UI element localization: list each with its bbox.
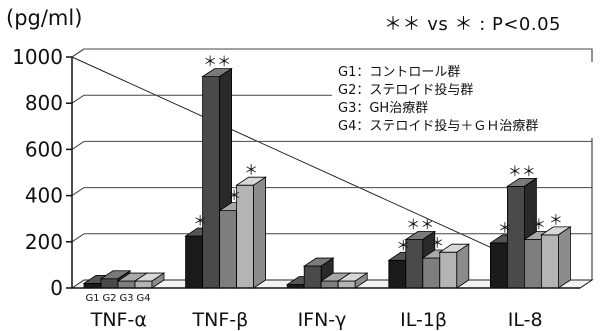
significance-mark: ＊ [549, 213, 563, 229]
significance-mark: ＊＊ [406, 217, 434, 233]
bar-2-2 [320, 280, 339, 289]
bars [82, 67, 572, 289]
significance-mark: ＊＊ [203, 55, 231, 71]
x-category-label: TNF-α [90, 309, 147, 331]
significance-mark: ＊ [193, 214, 207, 230]
bar-0-1 [100, 278, 119, 289]
significance-mark: ＊ [498, 221, 512, 237]
y-tick-label: 800 [25, 91, 63, 115]
legend-item-g1: G1：コントロール群 [338, 65, 461, 80]
gridline-side [71, 48, 85, 58]
bar-side-0-3 [151, 272, 165, 289]
legend: G1：コントロール群 G2：ステロイド投与群 G3：GH治療群 G4：ステロイド… [332, 62, 606, 138]
significance-marks: ＊＊＊＊＊＊＊＊＊＊＊＊＊＊ [193, 55, 563, 255]
significance-mark: ＊ [244, 163, 258, 179]
x-axis: TNF-α TNF-β IFN-γ IL-1β IL-8 G1 G2 G3 G4 [72, 287, 580, 331]
gridline-side [71, 233, 85, 243]
significance-note: ＊＊ vs ＊ : P<0.05 [384, 14, 561, 35]
bar-3-2 [422, 257, 441, 289]
bar-4-0 [489, 242, 508, 289]
y-tick-label: 600 [25, 137, 63, 161]
bar-side-2-3 [354, 272, 368, 289]
y-tick-label: 0 [50, 276, 63, 300]
significance-mark: ＊ [227, 189, 241, 205]
gridline-side [71, 94, 85, 104]
x-category-label: IL-1β [400, 309, 447, 331]
bar-1-2 [219, 210, 238, 289]
bar-4-1 [506, 185, 525, 289]
y-tick-label: 400 [25, 184, 63, 208]
y-tick-label: 1000 [12, 45, 63, 69]
bar-3-3 [439, 251, 458, 289]
bar-side-3-3 [456, 243, 470, 289]
y-tick-label: 200 [25, 230, 63, 254]
bar-2-3 [337, 280, 356, 289]
x-group-label: G1 [85, 293, 99, 304]
bar-4-2 [524, 239, 542, 289]
legend-item-g2: G2：ステロイド投与群 [338, 83, 474, 98]
bar-side-1-3 [253, 176, 266, 289]
bar-0-2 [117, 280, 136, 289]
significance-mark: ＊ [396, 238, 410, 254]
bar-4-3 [541, 234, 559, 289]
significance-mark: ＊＊ [508, 164, 536, 180]
bar-2-1 [303, 265, 322, 289]
x-group-label: G4 [136, 293, 150, 304]
bar-3-0 [388, 259, 407, 289]
gridline-side [71, 187, 85, 197]
y-unit-label: (pg/ml) [6, 6, 83, 30]
gridline-side [71, 140, 85, 150]
bar-1-0 [185, 235, 204, 289]
y-axis: 0 200 400 600 800 1000 [12, 45, 73, 300]
bar-0-3 [134, 280, 153, 289]
bar-1-1 [202, 76, 221, 289]
legend-item-g4: G4：ステロイド投与＋ＧＨ治療群 [338, 119, 539, 134]
significance-mark: ＊ [532, 217, 546, 233]
x-category-label: IFN-γ [298, 309, 347, 331]
legend-item-g3: G3：GH治療群 [338, 101, 429, 116]
x-category-label: IL-8 [508, 309, 543, 331]
bar-side-4-3 [558, 226, 571, 289]
x-category-label: TNF-β [192, 309, 249, 331]
x-group-label: G2 [102, 293, 116, 304]
x-group-label: G3 [119, 293, 133, 304]
significance-mark: ＊ [430, 236, 444, 252]
